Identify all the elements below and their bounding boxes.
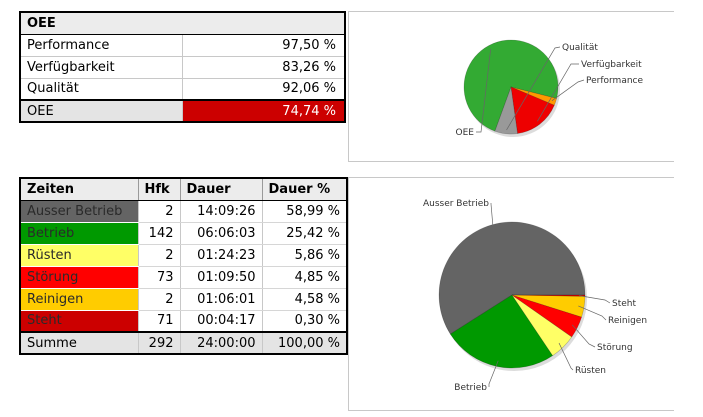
row-name: Störung: [20, 266, 138, 289]
sum-dauer: 24:00:00: [179, 331, 262, 354]
leader-line-reinigen: [578, 305, 607, 321]
row-value: 83,26 %: [182, 56, 345, 79]
oee-table: OEE Performance 97,50 % Verfügbarkeit 83…: [19, 11, 346, 123]
col-header-hfk: Hfk: [137, 178, 180, 201]
table-row: Betrieb 142 06:06:03 25,42 %: [20, 222, 347, 245]
row-dauer-pct: 25,42 %: [261, 222, 347, 245]
sum-label: Summe: [20, 331, 138, 354]
row-name: Steht: [20, 310, 138, 333]
pie-slice-qualitaet: [494, 86, 518, 135]
leader-line-performance: [551, 79, 585, 101]
table-row: Performance 97,50 %: [20, 34, 345, 57]
row-dauer-pct: 4,58 %: [261, 288, 347, 311]
oee-total-row: OEE 74,74 %: [20, 99, 345, 122]
table-row: Reinigen 2 01:06:01 4,58 %: [20, 288, 347, 311]
row-hfk: 71: [137, 310, 180, 333]
zeiten-pie-chart: Ausser Betrieb Betrieb Rüsten Störung Reinig…: [423, 199, 647, 393]
table-row: Steht 71 00:04:17 0,30 %: [20, 310, 347, 333]
leader-line-steht: [579, 295, 611, 304]
oee-total-value: 74,74 %: [182, 99, 345, 122]
row-name: Betrieb: [20, 222, 138, 245]
leader-line-oee: [476, 48, 492, 133]
table-row: Rüsten 2 01:24:23 5,86 %: [20, 244, 347, 267]
pie-slice-betrieb: [449, 294, 554, 369]
pie-label-betrieb: Betrieb: [454, 383, 487, 393]
row-hfk: 73: [137, 266, 180, 289]
row-label: Verfügbarkeit: [20, 56, 183, 79]
zeiten-header-row: Zeiten Hfk Dauer Dauer %: [20, 178, 347, 201]
sum-pct: 100,00 %: [261, 331, 347, 354]
leader-line-verfuegbarkeit: [537, 63, 579, 122]
zeiten-chart-panel: Ausser Betrieb Betrieb Rüsten Störung Reinig…: [348, 177, 674, 411]
row-label: Performance: [20, 34, 183, 57]
row-dauer: 01:06:01: [179, 288, 262, 311]
row-dauer: 00:04:17: [179, 310, 262, 333]
leader-line-ausser-betrieb: [490, 203, 494, 231]
pie-slice-stoerung: [511, 294, 582, 338]
pie-slice-ruesten: [511, 294, 573, 357]
col-header-zeiten: Zeiten: [20, 178, 138, 201]
pie-label-verfuegbarkeit: Verfügbarkeit: [581, 60, 642, 70]
pie-label-qualitaet: Qualität: [562, 43, 598, 53]
leader-line-ruesten: [558, 342, 574, 371]
col-header-dauer: Dauer: [179, 178, 262, 201]
row-hfk: 2: [137, 244, 180, 267]
row-name: Rüsten: [20, 244, 138, 267]
row-dauer: 01:09:50: [179, 266, 262, 289]
row-dauer: 06:06:03: [179, 222, 262, 245]
pie-slice-ausser-betrieb: [438, 221, 586, 335]
pie-label-stoerung: Störung: [597, 343, 633, 353]
zeiten-sum-row: Summe 292 24:00:00 100,00 %: [20, 331, 347, 354]
pie-label-oee: OEE: [456, 128, 475, 138]
leader-line-stoerung: [571, 324, 596, 348]
leader-line-betrieb: [488, 360, 499, 387]
pie-slice-performance: [510, 86, 557, 106]
row-value: 92,06 %: [182, 78, 345, 101]
table-row: Ausser Betrieb 2 14:09:26 58,99 %: [20, 200, 347, 223]
oee-table-title: OEE: [20, 12, 345, 35]
table-row: Verfügbarkeit 83,26 %: [20, 56, 345, 79]
pie-label-performance: Performance: [586, 76, 643, 86]
oee-chart-panel: OEE Performance Verfügbarkeit Qualität: [348, 11, 674, 162]
zeiten-table: Zeiten Hfk Dauer Dauer % Ausser Betrieb 2…: [19, 177, 348, 355]
row-dauer-pct: 58,99 %: [261, 200, 347, 223]
pie-slice-verfuegbarkeit: [510, 86, 555, 134]
pie-label-reinigen: Reinigen: [608, 316, 647, 326]
row-label: Qualität: [20, 78, 183, 101]
row-hfk: 2: [137, 200, 180, 223]
row-hfk: 2: [137, 288, 180, 311]
row-dauer: 01:24:23: [179, 244, 262, 267]
col-header-dauer-pct: Dauer %: [261, 178, 347, 201]
sum-hfk: 292: [137, 331, 180, 354]
table-row: Qualität 92,06 %: [20, 78, 345, 101]
leader-line-qualitaet: [506, 46, 561, 131]
row-hfk: 142: [137, 222, 180, 245]
oee-total-label: OEE: [20, 99, 183, 122]
row-value: 97,50 %: [182, 34, 345, 57]
row-dauer-pct: 5,86 %: [261, 244, 347, 267]
row-dauer: 14:09:26: [179, 200, 262, 223]
row-dauer-pct: 0,30 %: [261, 310, 347, 333]
row-name: Reinigen: [20, 288, 138, 311]
pie-label-steht: Steht: [612, 299, 636, 309]
pie-slice-oee: [463, 39, 559, 132]
row-dauer-pct: 4,85 %: [261, 266, 347, 289]
row-name: Ausser Betrieb: [20, 200, 138, 223]
table-row: Störung 73 01:09:50 4,85 %: [20, 266, 347, 289]
oee-pie-chart: OEE Performance Verfügbarkeit Qualität: [456, 39, 643, 138]
pie-label-ausser-betrieb: Ausser Betrieb: [423, 199, 489, 209]
pie-label-ruesten: Rüsten: [575, 366, 606, 376]
oee-table-header: OEE: [20, 12, 345, 35]
